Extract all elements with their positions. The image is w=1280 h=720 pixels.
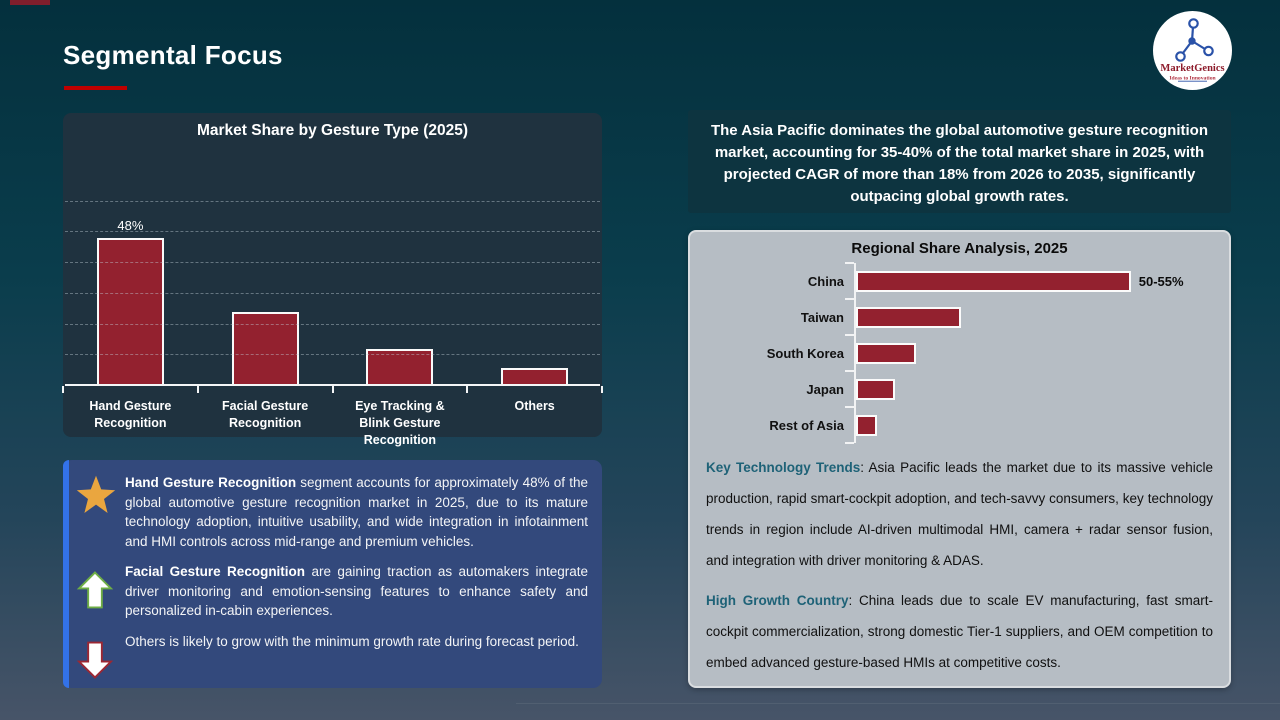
logo-graphic: MarketGenics Ideas to Innovation xyxy=(1153,11,1232,90)
category-label-1: Facial Gesture Recognition xyxy=(222,399,309,430)
note-lead: Hand Gesture Recognition xyxy=(125,475,297,490)
bar-slot-2 xyxy=(333,140,468,386)
segment-notes-callout: Hand Gesture Recognition segment account… xyxy=(63,460,602,688)
axis-tick xyxy=(331,386,334,393)
bar-1 xyxy=(231,312,299,386)
gridline-40 xyxy=(65,262,600,263)
bar-slot-0: 48% xyxy=(63,140,198,386)
bar-2 xyxy=(366,349,434,386)
star-icon xyxy=(76,475,116,520)
regional-bar-4 xyxy=(856,414,877,436)
note-text: Facial Gesture Recognition are gaining t… xyxy=(125,564,588,618)
note-facial-gesture: Facial Gesture Recognition are gaining t… xyxy=(71,562,588,621)
high-growth-country-lead: High Growth Country xyxy=(706,593,849,608)
axis-tick xyxy=(196,386,199,393)
regional-bar-area xyxy=(845,370,1213,407)
gesture-chart-bars: 48% xyxy=(63,140,602,386)
bottom-divider-line xyxy=(516,703,1280,704)
gridline-60 xyxy=(65,200,600,202)
regional-category-label: Japan xyxy=(806,381,844,397)
corner-accent-bar xyxy=(10,0,50,5)
regional-row-2: South Korea xyxy=(706,334,1213,371)
gridline-20 xyxy=(65,323,600,325)
bar-0 xyxy=(96,238,164,386)
category-label-0: Hand Gesture Recognition xyxy=(89,399,172,430)
gesture-chart-x-axis xyxy=(65,384,600,386)
regional-bar-3 xyxy=(856,378,896,400)
arrow-up-icon xyxy=(76,564,116,621)
regional-bar-2 xyxy=(856,342,917,364)
page-title: Segmental Focus xyxy=(63,40,283,70)
gridline-50 xyxy=(65,231,600,233)
asia-pacific-summary-box: The Asia Pacific dominates the global au… xyxy=(688,110,1231,213)
arrow-down-icon xyxy=(76,634,116,691)
bar-slot-1 xyxy=(198,140,333,386)
regional-category-label: China xyxy=(807,273,844,289)
regional-row-0: China 50-55% xyxy=(706,262,1213,299)
regional-bar-area: 50-55% xyxy=(845,262,1213,299)
regional-chart-title: Regional Share Analysis, 2025 xyxy=(851,240,1068,257)
gesture-chart-title: Market Share by Gesture Type (2025) xyxy=(196,122,469,139)
regional-notes: Key Technology Trends: Asia Pacific lead… xyxy=(706,452,1213,678)
regional-chart: China 50-55% Taiwan South Korea Japan Rest of… xyxy=(706,262,1213,444)
regional-bar-area xyxy=(845,334,1213,371)
note-text: Others is likely to grow with the minimu… xyxy=(125,634,579,649)
bar-3 xyxy=(501,367,569,386)
gridline-30 xyxy=(65,292,600,294)
molecule-icon xyxy=(1175,18,1214,62)
regional-analysis-panel: Regional Share Analysis, 2025 China 50-55… xyxy=(688,230,1231,688)
gesture-share-chart-panel: Market Share by Gesture Type (2025) 48% … xyxy=(62,113,603,447)
note-others: Others is likely to grow with the minimu… xyxy=(71,632,588,691)
regional-data-label: 50-55% xyxy=(1138,273,1184,289)
regional-row-4: Rest of Asia xyxy=(706,406,1213,444)
company-logo: MarketGenics Ideas to Innovation xyxy=(1152,10,1233,91)
category-label-2: Eye Tracking & Blink Gesture Recognition xyxy=(355,399,445,447)
gesture-chart-category-labels: Hand Gesture Recognition Facial Gesture R… xyxy=(63,386,602,449)
gridline-10 xyxy=(65,354,600,356)
regional-bar-0 xyxy=(856,270,1131,292)
regional-bar-1 xyxy=(856,306,961,328)
axis-tick xyxy=(62,386,64,393)
title-underline xyxy=(64,86,127,90)
logo-circle xyxy=(1153,11,1232,90)
regional-category-label: Rest of Asia xyxy=(769,417,844,433)
key-technology-trends-paragraph: Key Technology Trends: Asia Pacific lead… xyxy=(706,460,1213,568)
axis-tick xyxy=(601,386,603,393)
bar-slot-3 xyxy=(467,140,602,386)
logo-tagline-text: Ideas to Innovation xyxy=(1169,76,1216,82)
regional-bar-area xyxy=(845,406,1213,444)
regional-row-1: Taiwan xyxy=(706,298,1213,335)
regional-category-label: South Korea xyxy=(766,345,844,361)
regional-bar-area xyxy=(845,298,1213,335)
key-technology-trends-lead: Key Technology Trends xyxy=(706,460,861,475)
regional-category-label: Taiwan xyxy=(800,309,844,325)
note-hand-gesture: Hand Gesture Recognition segment account… xyxy=(71,473,588,551)
category-label-3: Others xyxy=(514,399,555,413)
bar-data-label: 48% xyxy=(117,218,144,234)
regional-row-3: Japan xyxy=(706,370,1213,407)
axis-tick xyxy=(466,386,469,393)
gesture-chart-plot: 48% xyxy=(62,140,603,393)
logo-brand-text: MarketGenics xyxy=(1160,63,1224,74)
high-growth-country-paragraph: High Growth Country: China leads due to … xyxy=(706,593,1214,670)
note-text: Hand Gesture Recognition segment account… xyxy=(125,475,588,549)
summary-text: The Asia Pacific dominates the global au… xyxy=(710,122,1209,205)
note-lead: Facial Gesture Recognition xyxy=(125,564,306,579)
